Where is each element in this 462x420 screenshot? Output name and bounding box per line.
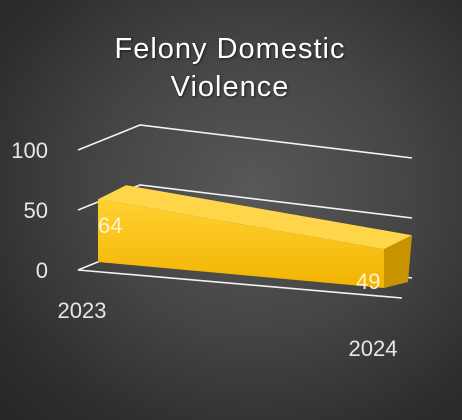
bar-front-face: [98, 199, 384, 288]
data-label-2023: 64: [98, 213, 122, 238]
bar-top-face: [98, 185, 412, 250]
floor-front-edge: [77, 269, 403, 299]
x-tick-label-2024: 2024: [349, 336, 398, 361]
y-tick-label-50: 50: [24, 198, 48, 223]
y-tick-label-0: 0: [36, 258, 48, 283]
gridline-100: [77, 124, 413, 159]
data-label-2024: 49: [356, 269, 380, 294]
y-tick-label-100: 100: [11, 138, 48, 163]
x-tick-label-2023: 2023: [58, 298, 107, 323]
chart-title: Felony Domestic Violence: [114, 33, 346, 103]
bar-side-face: [384, 235, 412, 288]
